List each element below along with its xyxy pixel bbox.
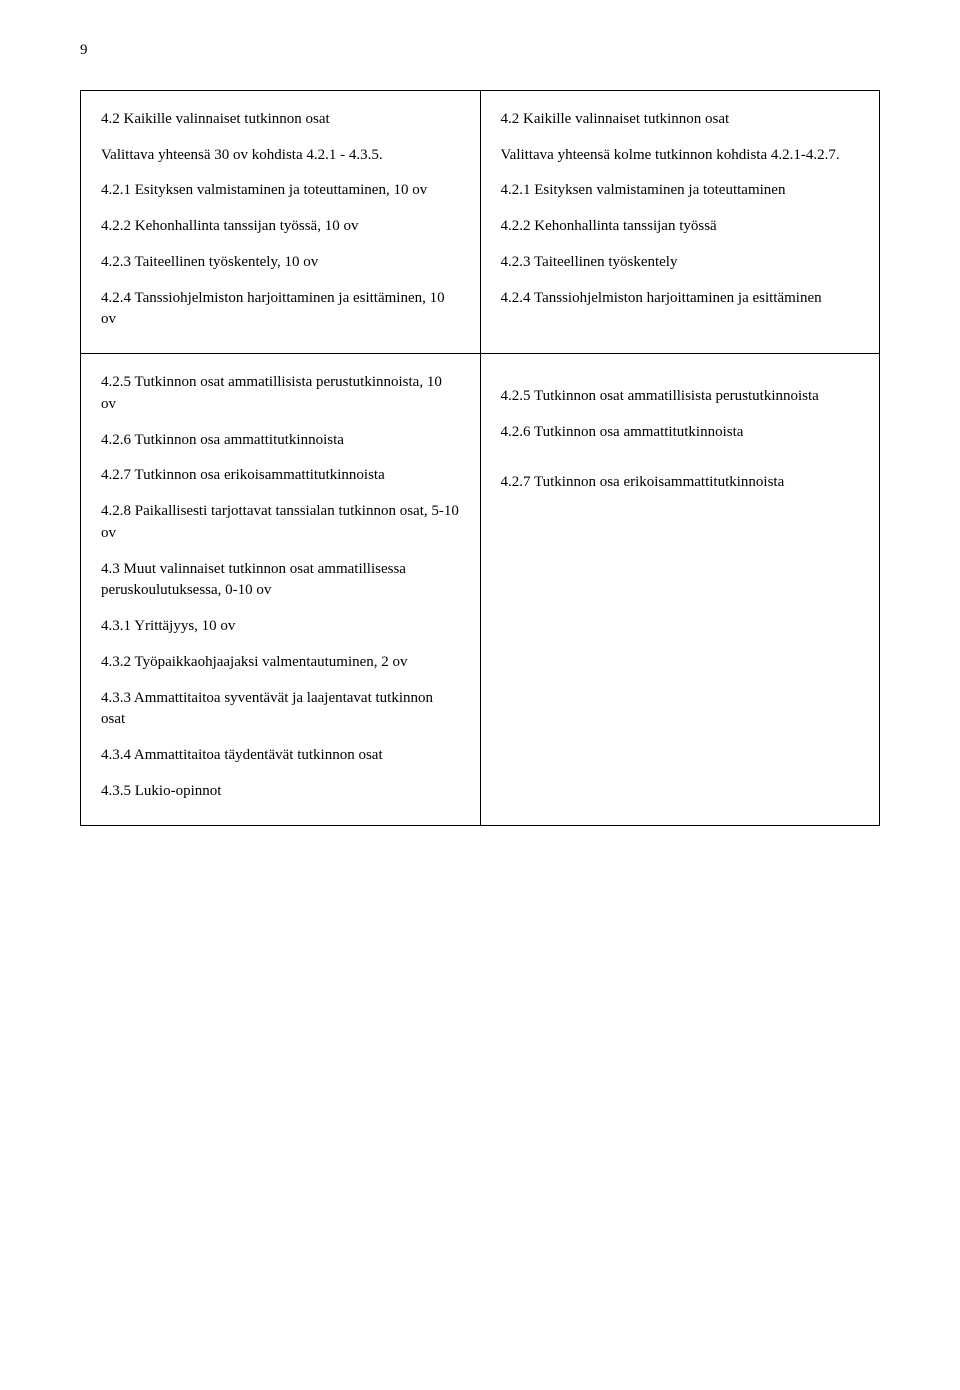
section-subtext: Valittava yhteensä 30 ov kohdista 4.2.1 … — [101, 145, 460, 167]
list-item: 4.3.3 Ammattitaitoa syventävät ja laajen… — [101, 688, 460, 732]
list-item: 4.3.1 Yrittäjyys, 10 ov — [101, 616, 460, 638]
section-heading: 4.2 Kaikille valinnaiset tutkinnon osat — [101, 109, 460, 131]
cell-right-2: 4.2.5 Tutkinnon osat ammatillisista peru… — [480, 354, 880, 826]
list-item: 4.2.5 Tutkinnon osat ammatillisista peru… — [101, 372, 460, 416]
list-item: 4.2.5 Tutkinnon osat ammatillisista peru… — [501, 386, 860, 408]
list-item: 4.3 Muut valinnaiset tutkinnon osat amma… — [101, 559, 460, 603]
list-item: 4.2.7 Tutkinnon osa erikoisammattitutkin… — [501, 472, 860, 494]
table-row: 4.2 Kaikille valinnaiset tutkinnon osat … — [81, 90, 880, 353]
page-container: 9 4.2 Kaikille valinnaiset tutkinnon osa… — [0, 0, 960, 886]
list-item: 4.2.4 Tanssiohjelmiston harjoittaminen j… — [501, 288, 860, 310]
content-table: 4.2 Kaikille valinnaiset tutkinnon osat … — [80, 90, 880, 826]
page-number: 9 — [80, 40, 880, 62]
list-item: 4.2.3 Taiteellinen työskentely — [501, 252, 860, 274]
list-item: 4.3.4 Ammattitaitoa täydentävät tutkinno… — [101, 745, 460, 767]
list-item: 4.2.2 Kehonhallinta tanssijan työssä — [501, 216, 860, 238]
cell-right-1: 4.2 Kaikille valinnaiset tutkinnon osat … — [480, 90, 880, 353]
list-item: 4.2.3 Taiteellinen työskentely, 10 ov — [101, 252, 460, 274]
list-item: 4.3.2 Työpaikkaohjaajaksi valmentautumin… — [101, 652, 460, 674]
cell-left-2: 4.2.5 Tutkinnon osat ammatillisista peru… — [81, 354, 481, 826]
list-item: 4.2.1 Esityksen valmistaminen ja toteutt… — [501, 180, 860, 202]
list-item: 4.2.1 Esityksen valmistaminen ja toteutt… — [101, 180, 460, 202]
table-row: 4.2.5 Tutkinnon osat ammatillisista peru… — [81, 354, 880, 826]
list-item: 4.3.5 Lukio-opinnot — [101, 781, 460, 803]
list-item: 4.2.2 Kehonhallinta tanssijan työssä, 10… — [101, 216, 460, 238]
section-heading: 4.2 Kaikille valinnaiset tutkinnon osat — [501, 109, 860, 131]
list-item: 4.2.8 Paikallisesti tarjottavat tanssial… — [101, 501, 460, 545]
section-subtext: Valittava yhteensä kolme tutkinnon kohdi… — [501, 145, 860, 167]
list-item: 4.2.4 Tanssiohjelmiston harjoittaminen j… — [101, 288, 460, 332]
list-item: 4.2.6 Tutkinnon osa ammattitutkinnoista — [501, 422, 860, 444]
list-item: 4.2.7 Tutkinnon osa erikoisammattitutkin… — [101, 465, 460, 487]
list-item: 4.2.6 Tutkinnon osa ammattitutkinnoista — [101, 430, 460, 452]
cell-left-1: 4.2 Kaikille valinnaiset tutkinnon osat … — [81, 90, 481, 353]
